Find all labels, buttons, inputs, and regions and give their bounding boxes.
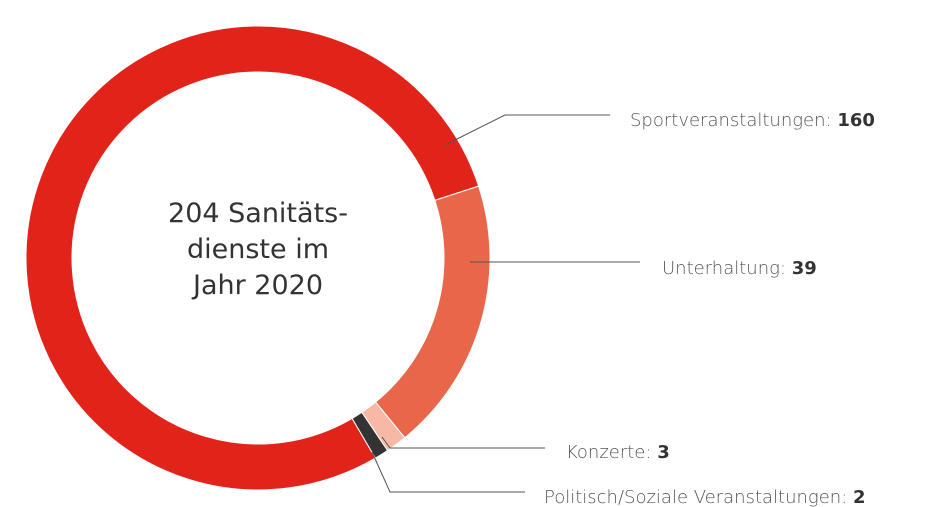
center-title: Jahr 2020 [191,270,323,301]
value: 160 [837,110,875,131]
slice-label: Konzerte: 3 [566,442,670,463]
slice-label: Sportveranstaltungen: 160 [630,110,875,131]
category: Politisch/Soziale Veranstaltungen: [544,487,847,507]
slice-label: Politisch/Soziale Veranstaltungen: 2 [544,487,866,507]
category: Konzerte: [566,442,651,463]
leader-line [381,436,545,449]
value: 2 [853,487,866,507]
slice-label: Unterhaltung: 39 [662,258,817,279]
leader-line [371,451,525,493]
donut-segment [25,25,480,491]
category: Sportveranstaltungen: [630,110,832,131]
center-title: 204 Sanitäts- [168,198,348,229]
center-title: dienste im [187,234,329,265]
value: 39 [792,258,817,279]
leader-line [444,114,610,146]
donut-segment [374,185,491,439]
category: Unterhaltung: [662,258,786,279]
donut [25,25,491,491]
value: 3 [657,442,670,463]
donut-segment [351,411,389,459]
